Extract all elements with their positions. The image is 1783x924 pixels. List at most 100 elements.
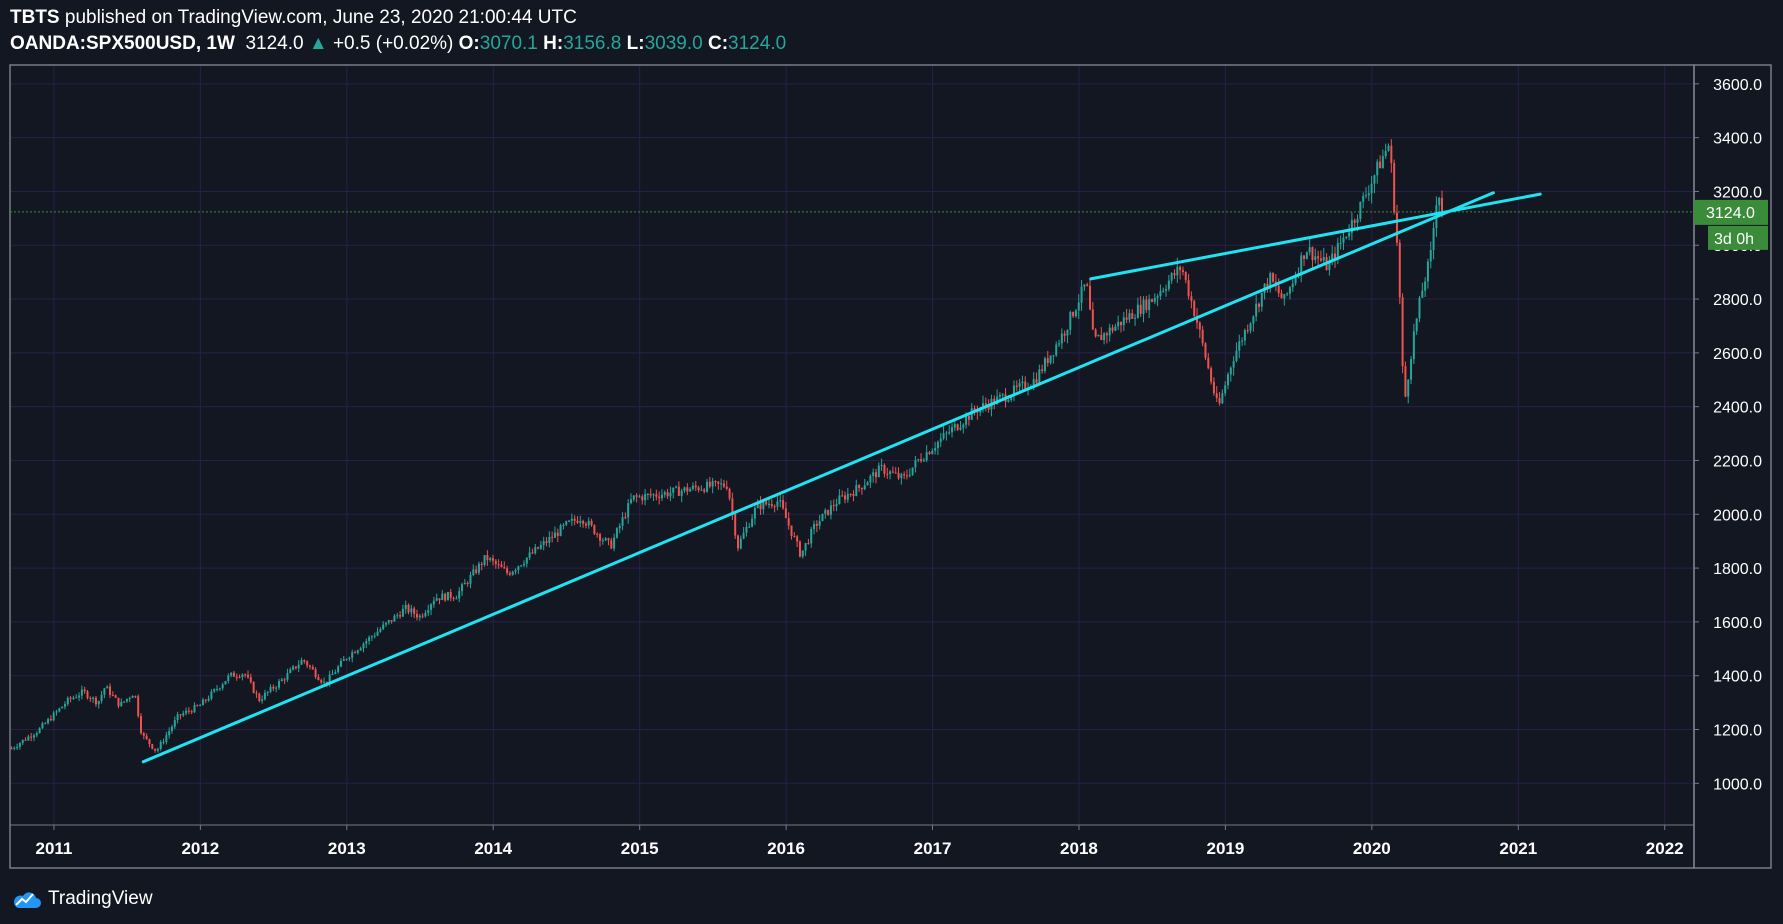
x-tick-label: 2019 — [1206, 839, 1244, 858]
candle-body — [765, 501, 768, 505]
candle-body — [418, 615, 421, 618]
candle-body — [151, 744, 154, 749]
candle-body — [886, 473, 889, 475]
candle-body — [134, 695, 137, 697]
candle-body — [117, 697, 120, 707]
candle-body — [849, 493, 852, 495]
candle-body — [835, 504, 838, 507]
x-tick-label: 2020 — [1353, 839, 1391, 858]
candle-body — [89, 698, 92, 700]
candle-body — [846, 493, 849, 500]
candle-body — [872, 472, 875, 477]
lower-trendline[interactable] — [141, 191, 1495, 764]
candle-body — [1311, 247, 1314, 261]
candle-body — [148, 738, 151, 745]
candle-body — [452, 597, 455, 599]
candle-body — [632, 495, 635, 500]
candle-body — [1159, 291, 1162, 297]
candle-body — [1334, 253, 1337, 260]
candle-body — [297, 664, 300, 669]
candle-body — [162, 741, 165, 743]
candle-body — [311, 666, 314, 670]
price-axis[interactable]: 1000.0 1200.0 1400.0 1600.0 1800.0 2000.0 2200… — [1694, 77, 1762, 793]
candle-body — [1288, 287, 1291, 294]
candle-body — [255, 692, 258, 694]
low-label: L: — [626, 33, 645, 54]
time-axis[interactable]: 2011 2012 2013 2014 2015 2016 2017 2018 2019 2020… — [35, 825, 1684, 858]
candle-body — [235, 676, 238, 678]
tradingview-brand[interactable]: TradingView — [10, 884, 153, 914]
candle-body — [320, 680, 323, 683]
candle-body — [123, 701, 126, 703]
candle-body — [370, 636, 373, 638]
candle-body — [213, 689, 216, 692]
candle-body — [249, 677, 252, 683]
candle-body — [317, 676, 320, 681]
candle-body — [545, 541, 548, 543]
candle-body — [573, 518, 576, 521]
author-name[interactable]: TBTS — [10, 7, 60, 28]
candle-body — [1305, 252, 1308, 259]
candle-body — [1364, 195, 1367, 197]
candle-body — [1024, 381, 1027, 389]
candle-body — [1100, 334, 1103, 341]
candle-body — [241, 674, 244, 678]
candle-body — [838, 495, 841, 505]
open-value: 3070.1 — [479, 33, 538, 54]
candle-body — [1119, 321, 1122, 326]
candle-body — [663, 492, 666, 495]
candle-body — [1083, 284, 1086, 287]
candle-body — [238, 676, 241, 678]
candle-body — [1128, 313, 1131, 320]
candle-body — [1187, 280, 1190, 297]
candle-body — [185, 710, 188, 714]
symbol-interval[interactable]: OANDA:SPX500USD, 1W — [10, 33, 235, 54]
candle-body — [1314, 256, 1317, 261]
candle-body — [711, 481, 714, 487]
candle-body — [694, 485, 697, 488]
candle-body — [1418, 297, 1421, 319]
candle-body — [387, 620, 390, 623]
candle-body — [401, 608, 404, 617]
candle-body — [635, 495, 638, 497]
candle-body — [1134, 317, 1137, 319]
candle-body — [359, 648, 362, 651]
candle-body — [44, 723, 47, 725]
candle-body — [784, 508, 787, 519]
candle-body — [1136, 304, 1139, 318]
brand-name: TradingView — [48, 888, 153, 909]
candle-body — [1257, 303, 1260, 307]
candle-body — [832, 505, 835, 507]
candle-body — [176, 714, 179, 721]
upper-trendline[interactable] — [1089, 192, 1542, 281]
candle-body — [1441, 197, 1444, 214]
candle-body — [1412, 331, 1415, 360]
candle-body — [691, 485, 694, 489]
candle-body — [306, 661, 309, 666]
candle-body — [173, 720, 176, 727]
candle-body — [520, 565, 523, 567]
candle-body — [1348, 232, 1351, 237]
candle-body — [1291, 283, 1294, 288]
candle-body — [1266, 283, 1269, 288]
trendlines[interactable] — [141, 191, 1542, 764]
candle-body — [739, 538, 742, 549]
candle-body — [951, 427, 954, 433]
candle-body — [1117, 321, 1120, 327]
y-tick-label: 2000.0 — [1713, 507, 1762, 524]
candle-body — [1381, 156, 1384, 169]
candle-body — [858, 485, 861, 488]
candle-body — [156, 749, 159, 751]
candle-body — [1094, 329, 1097, 337]
candle-body — [497, 564, 500, 566]
candle-body — [925, 452, 928, 461]
candle-body — [942, 433, 945, 439]
candle-body — [818, 521, 821, 526]
candle-body — [737, 535, 740, 549]
candle-body — [10, 748, 13, 750]
candle-body — [748, 526, 751, 528]
x-tick-label: 2021 — [1499, 839, 1537, 858]
candle-body — [1148, 299, 1151, 311]
right-pane-frame — [1693, 64, 1772, 869]
